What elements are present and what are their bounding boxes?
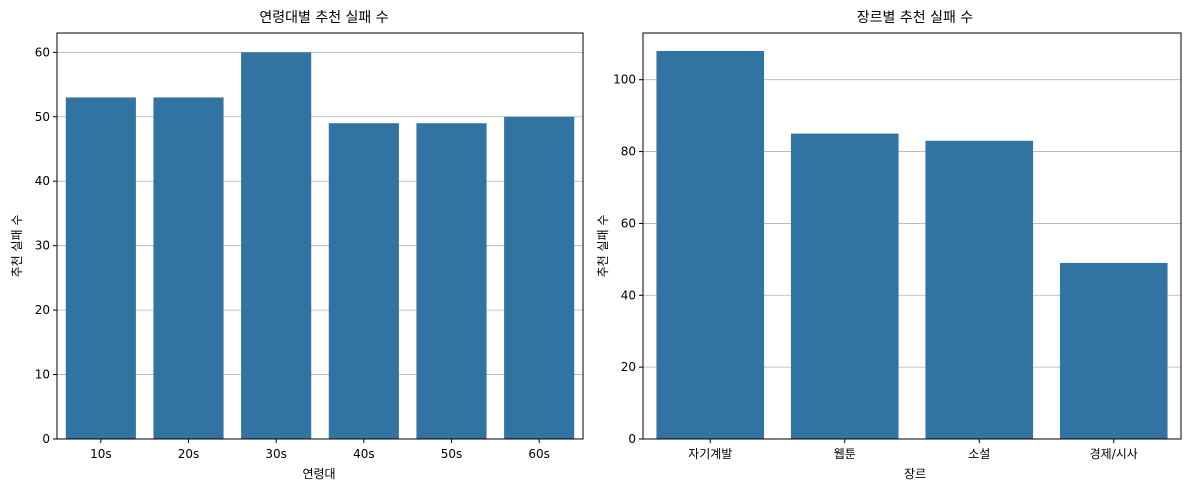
genre-chart-x-axis-label: 장르 [904,467,926,481]
age-y-tick-label: 40 [35,174,50,188]
genre-y-tick-label: 60 [621,216,636,230]
age-chart-title: 연령대별 추천 실패 수 [259,10,388,26]
age-x-tick-label-2: 30s [265,447,287,461]
age-bar-2 [241,52,312,439]
genre-y-tick-label: 0 [628,432,636,446]
age-bar-0 [65,97,136,439]
genre-bar-3 [1059,262,1168,439]
age-group-chart: 연령대별 추천 실패 수 연령대 추천 실패 수 0 10 20 30 40 50 60 10… [9,10,584,481]
age-x-tick-label-5: 60s [528,447,550,461]
genre-y-tick-label: 100 [613,73,636,87]
genre-x-tick-label-1: 웹툰 [834,447,856,461]
age-y-tick-label: 0 [42,432,50,446]
age-bar-1 [153,97,224,439]
age-x-tick-label-3: 40s [353,447,375,461]
age-y-tick-label: 10 [35,368,50,382]
genre-chart-y-axis-label: 추천 실패 수 [595,215,610,278]
age-plot-frame [56,32,584,440]
genre-x-tick-label-0: 자기계발 [688,447,732,461]
genre-x-tick-label-3: 경제/시사 [1090,447,1138,461]
age-y-tick-label: 60 [35,45,50,59]
genre-bar-2 [925,140,1034,440]
genre-x-tick-label-2: 소설 [968,447,990,461]
age-bar-3 [328,123,399,439]
genre-chart-title: 장르별 추천 실패 수 [857,10,974,26]
age-bar-5 [504,116,575,440]
age-bar-4 [416,123,487,439]
age-y-tick-label: 20 [35,303,50,317]
genre-y-tick-label: 80 [621,145,636,159]
age-x-tick-label-1: 20s [178,447,200,461]
genre-plot-frame [642,32,1182,440]
genre-bar-0 [656,50,765,440]
age-chart-x-axis-label: 연령대 [302,467,335,481]
age-x-tick-label-4: 50s [441,447,463,461]
genre-y-tick-label: 20 [621,360,636,374]
age-y-tick-label: 30 [35,239,50,253]
age-y-tick-label: 50 [35,110,50,124]
genre-y-tick-label: 40 [621,288,636,302]
age-x-tick-label-0: 10s [90,447,112,461]
genre-chart: 장르별 추천 실패 수 장르 추천 실패 수 0 20 40 60 80 100 자기계발 웹… [595,10,1182,481]
genre-bar-1 [790,133,899,439]
age-chart-y-axis-label: 추천 실패 수 [9,215,24,278]
